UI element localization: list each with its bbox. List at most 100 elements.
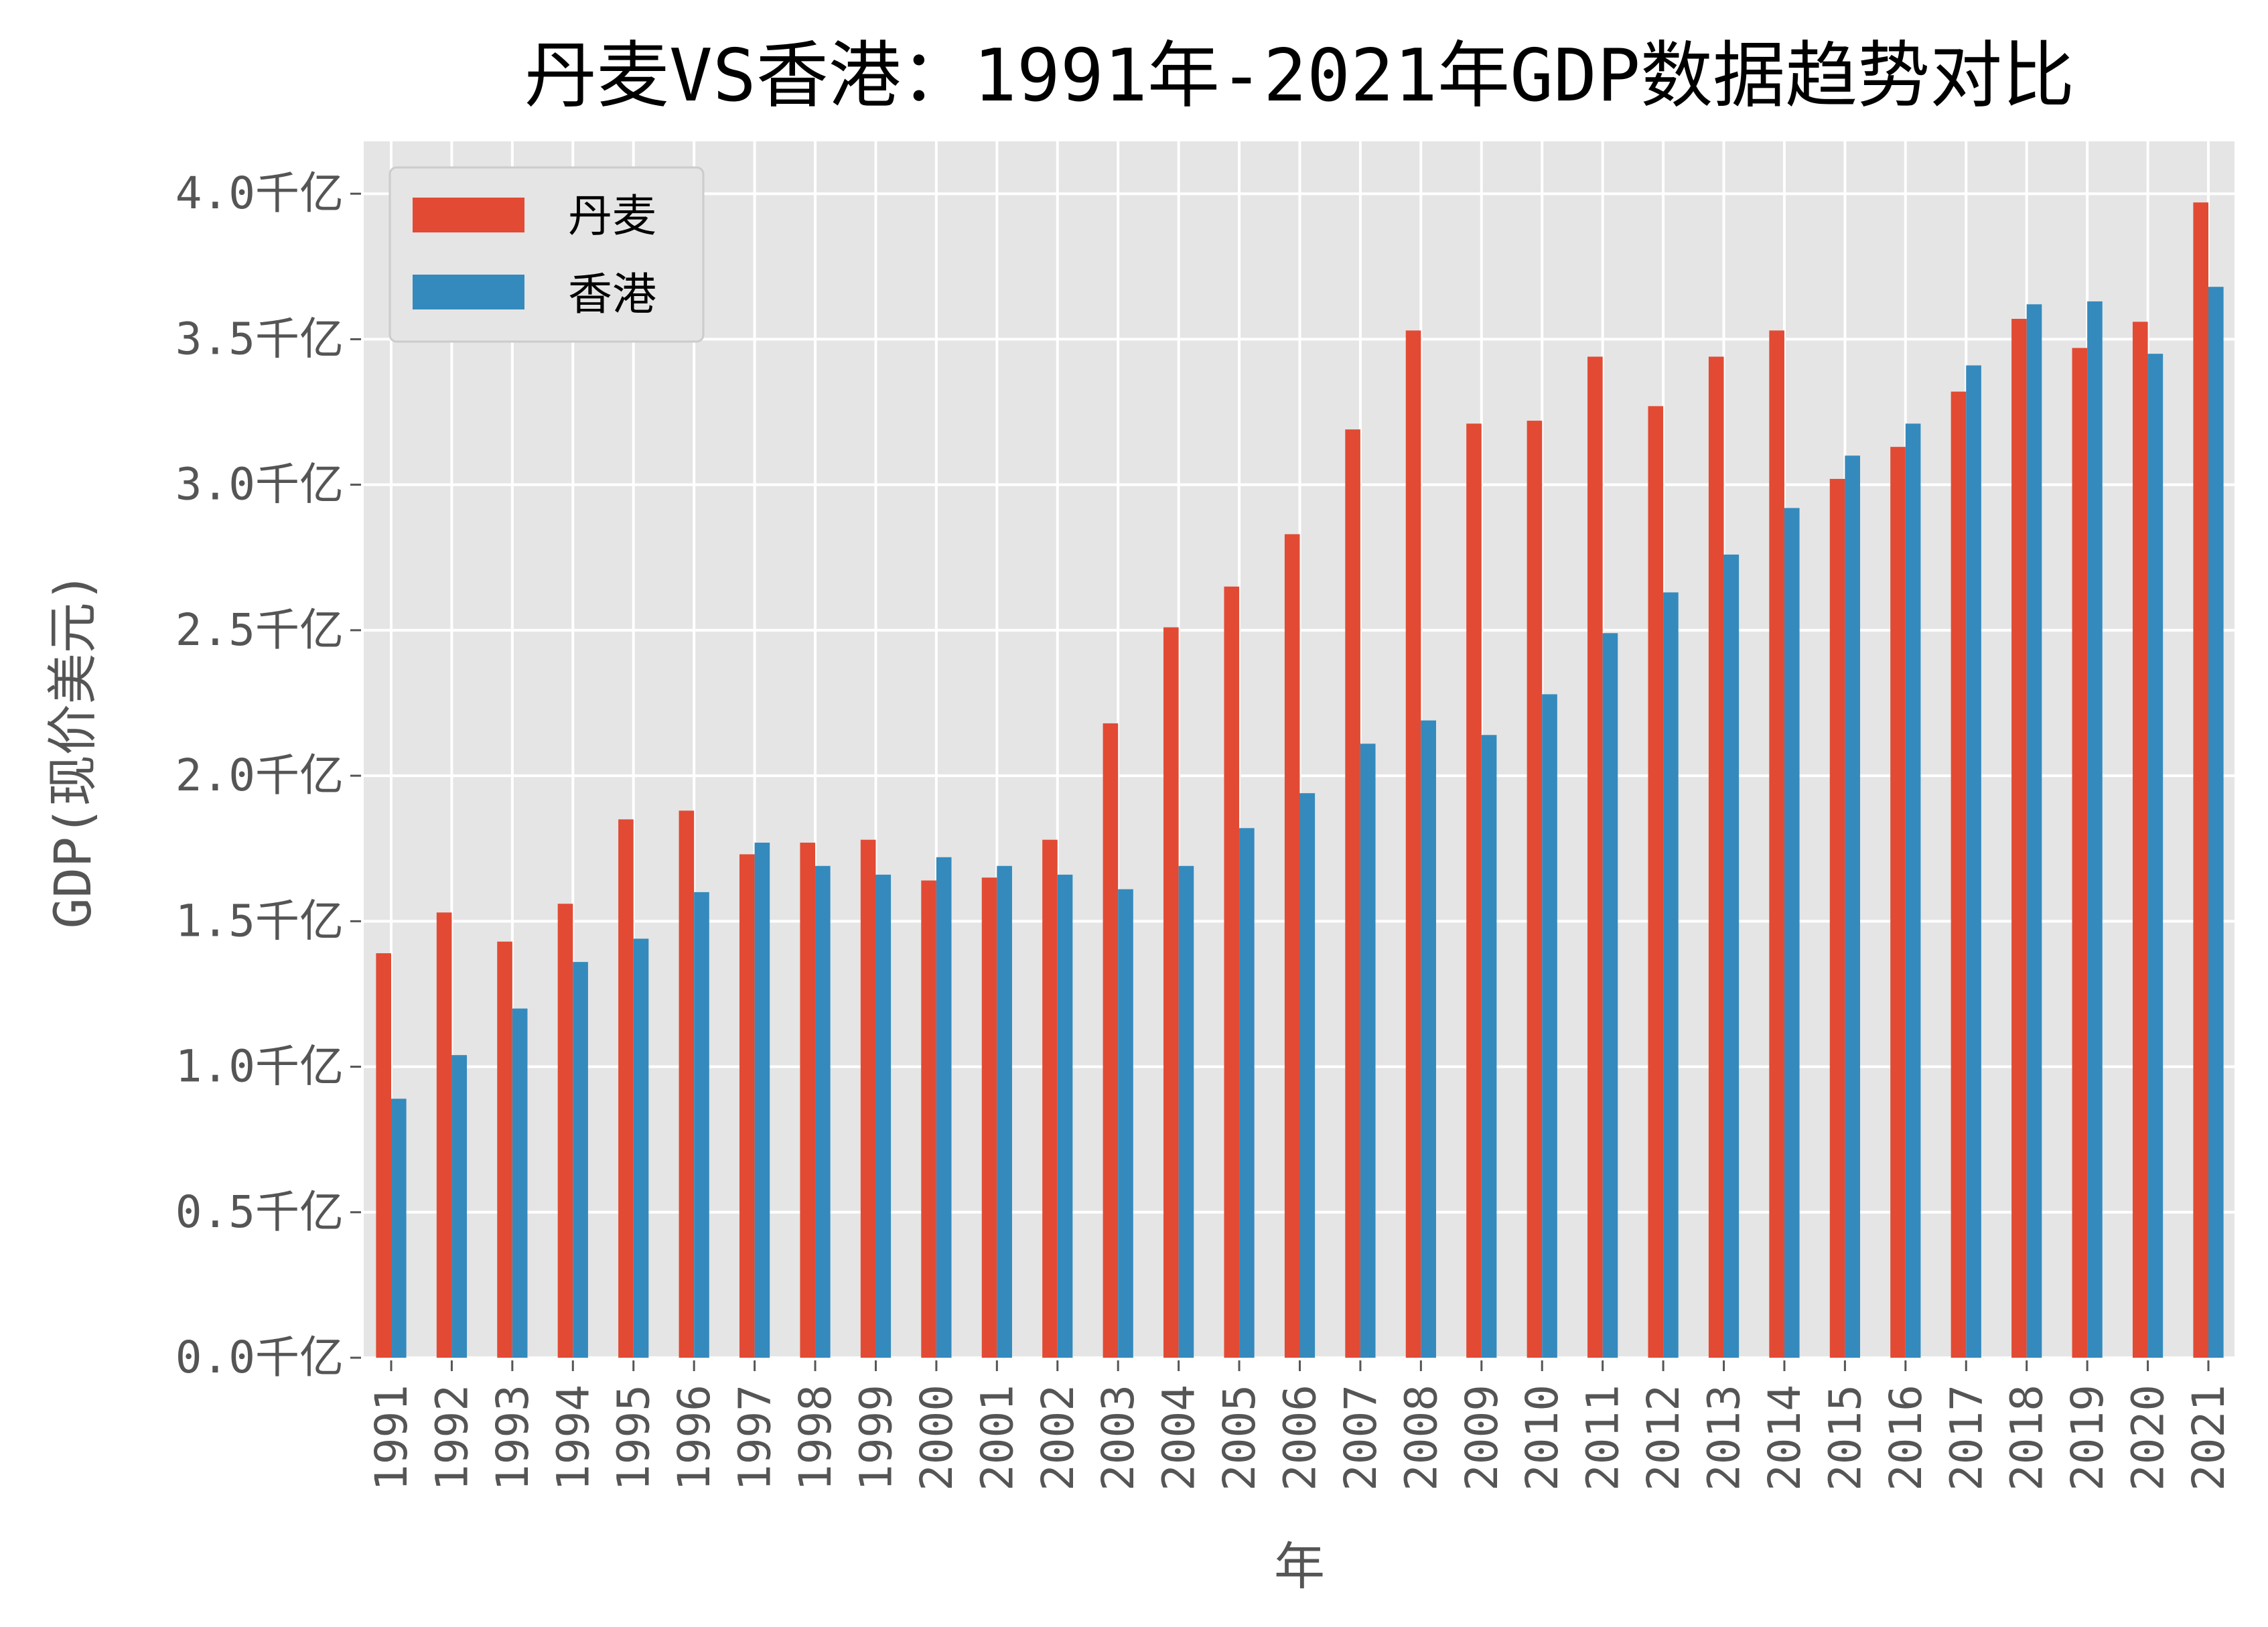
bar-hongkong-2008 [1421, 720, 1436, 1358]
bar-hongkong-2013 [1723, 554, 1740, 1358]
x-tick-label: 2013 [1699, 1385, 1750, 1491]
bar-denmark-2007 [1345, 429, 1360, 1358]
bar-hongkong-1994 [573, 962, 588, 1358]
x-tick-label: 1995 [608, 1385, 660, 1491]
x-tick-label: 2005 [1214, 1385, 1265, 1491]
bar-denmark-2018 [2011, 319, 2027, 1358]
x-tick-label: 2019 [2062, 1385, 2113, 1491]
x-tick-label: 2007 [1335, 1385, 1387, 1491]
y-tick-label: 3.0千亿 [175, 459, 344, 510]
bar-hongkong-2011 [1602, 633, 1618, 1358]
bar-hongkong-2006 [1299, 793, 1316, 1358]
bar-hongkong-2017 [1966, 365, 1981, 1358]
legend-label-denmark: 丹麦 [568, 190, 656, 242]
bar-denmark-1998 [800, 843, 816, 1358]
bar-hongkong-1998 [815, 865, 831, 1358]
x-tick-label: 2003 [1092, 1385, 1144, 1491]
bar-denmark-2005 [1224, 586, 1240, 1358]
bar-hongkong-2016 [1905, 423, 1921, 1358]
bar-denmark-2003 [1103, 723, 1119, 1358]
x-tick-label: 2010 [1516, 1385, 1568, 1491]
x-tick-label: 1992 [426, 1385, 478, 1491]
bar-denmark-2016 [1890, 447, 1906, 1358]
bar-hongkong-2007 [1360, 744, 1376, 1358]
x-tick-label: 2012 [1638, 1385, 1689, 1491]
bar-denmark-2019 [2072, 348, 2088, 1358]
x-tick-label: 2017 [1940, 1385, 1992, 1491]
bar-hongkong-2009 [1481, 735, 1497, 1358]
bar-denmark-2011 [1587, 356, 1603, 1358]
y-tick-label: 0.0千亿 [175, 1332, 344, 1383]
y-axis-label: GDP(现价美元) [43, 572, 102, 929]
y-tick-label: 1.0千亿 [175, 1041, 344, 1092]
bar-hongkong-1993 [512, 1008, 528, 1358]
legend-swatch-denmark [413, 198, 524, 232]
bar-denmark-1993 [497, 941, 512, 1358]
bars [376, 202, 2224, 1358]
bar-hongkong-2020 [2147, 354, 2164, 1358]
bar-denmark-2006 [1284, 534, 1300, 1358]
x-tick-label: 2020 [2123, 1385, 2174, 1491]
x-tick-label: 1993 [487, 1385, 539, 1491]
bar-denmark-2002 [1042, 839, 1058, 1358]
bar-hongkong-2001 [997, 865, 1012, 1358]
x-tick-label: 1999 [850, 1385, 902, 1491]
y-tick-label: 4.0千亿 [175, 167, 344, 219]
bar-hongkong-2002 [1057, 874, 1073, 1358]
bar-denmark-2013 [1708, 356, 1724, 1358]
bar-hongkong-2018 [2026, 304, 2042, 1358]
bar-denmark-1991 [376, 953, 391, 1358]
bar-hongkong-2005 [1239, 828, 1255, 1358]
bar-denmark-1994 [557, 904, 573, 1358]
x-axis-label: 年 [1274, 1537, 1325, 1596]
x-tick-label: 1991 [366, 1385, 417, 1491]
bar-hongkong-1996 [694, 892, 709, 1358]
y-tick-label: 0.5千亿 [175, 1186, 344, 1238]
bar-denmark-2014 [1769, 330, 1784, 1358]
x-tick-label: 1994 [547, 1385, 599, 1491]
bar-denmark-2017 [1951, 391, 1967, 1358]
x-axis: 1991 1992 1993 1994 1995 1996 1997 1998 1999 2000… [366, 1360, 2235, 1491]
x-tick-label: 2015 [1819, 1385, 1871, 1491]
bar-hongkong-2014 [1784, 508, 1800, 1358]
x-tick-label: 2002 [1032, 1385, 1084, 1491]
bar-hongkong-1992 [451, 1055, 468, 1358]
bar-hongkong-2015 [1845, 455, 1861, 1358]
bar-denmark-2021 [2193, 202, 2208, 1358]
bar-hongkong-2003 [1118, 889, 1133, 1358]
x-tick-label: 1997 [729, 1385, 781, 1491]
x-tick-label: 2016 [1880, 1385, 1932, 1491]
y-tick-label: 1.5千亿 [175, 895, 344, 946]
bar-denmark-2000 [921, 880, 936, 1358]
x-tick-label: 2021 [2183, 1385, 2235, 1491]
x-tick-label: 2014 [1759, 1385, 1811, 1491]
y-tick-label: 2.0千亿 [175, 750, 344, 801]
x-tick-label: 2000 [911, 1385, 963, 1491]
y-tick-label: 3.5千亿 [175, 313, 344, 364]
bar-hongkong-2012 [1663, 592, 1679, 1358]
chart-title: 丹麦VS香港：1991年-2021年GDP数据趋势对比 [524, 34, 2074, 118]
bar-denmark-1995 [618, 819, 634, 1358]
bar-hongkong-1995 [633, 938, 649, 1358]
bar-denmark-2004 [1163, 627, 1179, 1358]
bar-denmark-2012 [1648, 406, 1664, 1358]
x-tick-label: 1996 [668, 1385, 720, 1491]
legend-label-hongkong: 香港 [568, 269, 656, 320]
bar-denmark-2015 [1829, 478, 1845, 1358]
x-tick-label: 2006 [1275, 1385, 1326, 1491]
bar-denmark-2020 [2132, 322, 2148, 1358]
bar-hongkong-2021 [2208, 287, 2224, 1358]
bar-denmark-2010 [1527, 421, 1543, 1358]
bar-hongkong-1999 [875, 874, 892, 1358]
bar-denmark-1997 [739, 854, 755, 1358]
legend-swatch-hongkong [413, 275, 524, 309]
legend: 丹麦 香港 [388, 166, 705, 343]
x-tick-label: 1998 [790, 1385, 841, 1491]
bar-denmark-2008 [1405, 330, 1421, 1358]
x-tick-label: 2018 [2001, 1385, 2053, 1491]
bar-denmark-2001 [981, 877, 997, 1358]
bar-hongkong-2000 [936, 857, 952, 1358]
bar-denmark-1999 [860, 839, 876, 1358]
x-tick-label: 2004 [1153, 1385, 1205, 1491]
